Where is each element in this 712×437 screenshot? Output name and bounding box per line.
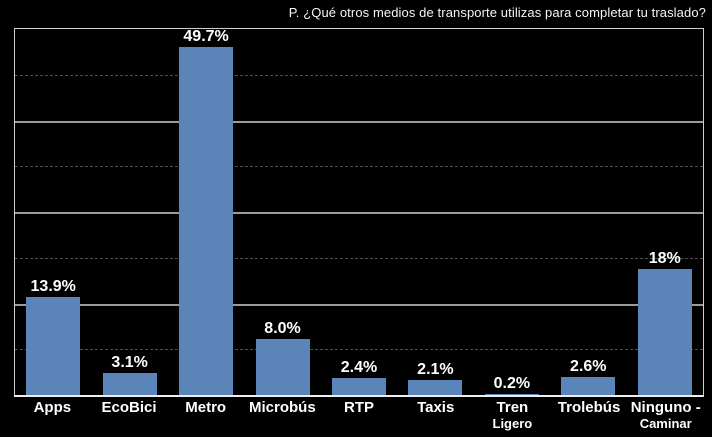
major-gridline [15,212,703,214]
value-label: 0.2% [493,374,531,392]
value-label: 3.1% [111,354,148,372]
bar [255,338,310,395]
category-label: Taxis [417,399,455,416]
category-label: Trolebús [557,399,621,416]
category-label: Apps [33,399,72,416]
x-axis-labels: Apps EcoBici Metro Microbús RTP Taxis Tren Lig… [14,400,704,431]
value-label: 2.4% [340,359,378,377]
major-gridline [15,120,703,123]
bar [26,297,81,395]
bar-cell: 49.7% [168,29,244,395]
minor-gridline [15,74,703,76]
bar [179,47,234,395]
value-label: 49.7% [183,28,229,45]
bar-cell: 0.2% [474,29,550,395]
bar [484,393,539,395]
value-label: 8.0% [264,319,301,337]
bar [561,376,616,395]
value-label: 2.1% [417,361,454,379]
bar-cell: 8.0% [244,29,320,395]
category-label: Tren Ligero [492,399,533,431]
bar-cell: 13.9% [15,29,91,395]
bars-layer: 13.9% 3.1% 49.7% 8.0% 2.4% 2.1% 0.2% 2.6% 18% [15,29,703,395]
bar-cell: 2.1% [397,29,473,395]
value-label: 2.6% [570,357,607,375]
plot-area: 13.9% 3.1% 49.7% 8.0% 2.4% 2.1% 0.2% 2.6% 18% [14,28,704,397]
bar-cell: 3.1% [91,29,167,395]
minor-gridline [15,349,703,351]
category-label: Microbús [249,399,316,416]
minor-gridline [15,166,703,168]
bar [637,268,692,395]
major-gridline [15,303,703,306]
bar [102,373,157,395]
bar [408,380,463,395]
chart-title: P. ¿Qué otros medios de transporte utili… [288,5,706,20]
bar-cell: 2.6% [550,29,626,395]
bar [331,378,386,395]
value-label: 13.9% [30,278,76,296]
bar-cell: 18% [627,29,703,395]
category-label: Metro [185,399,227,416]
category-label: Ninguno - Caminar [630,399,701,431]
minor-gridline [15,257,703,259]
value-label: 18% [648,249,681,267]
category-label: EcoBici [101,399,157,416]
category-label: RTP [344,399,375,416]
bar-cell: 2.4% [321,29,397,395]
